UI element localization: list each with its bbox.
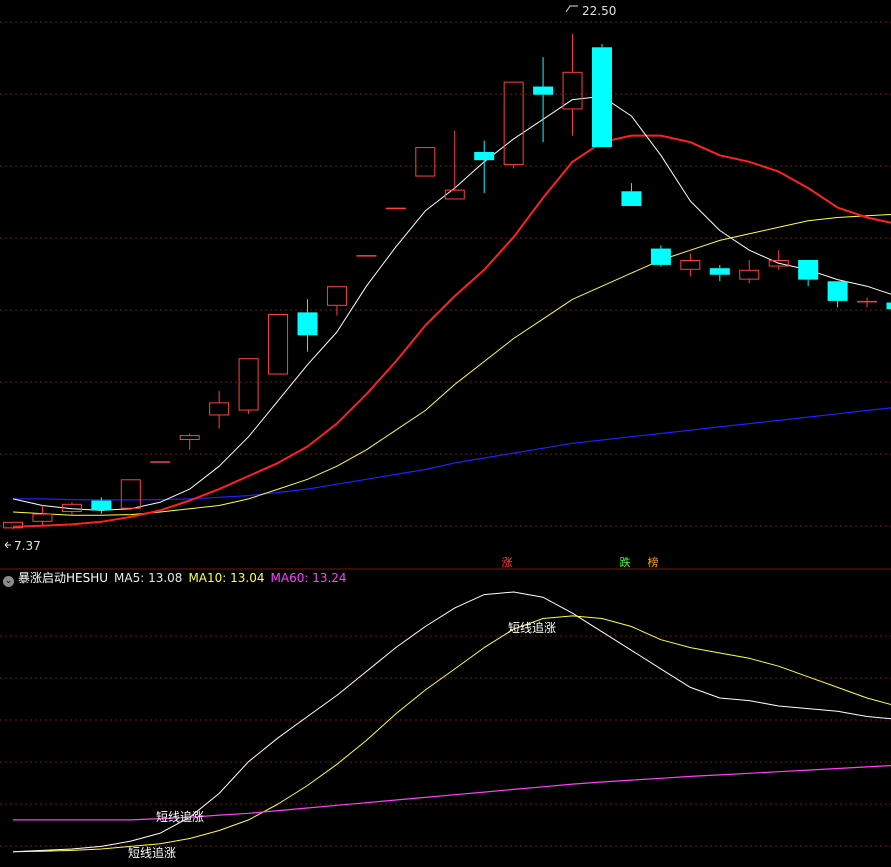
candle[interactable] bbox=[356, 255, 377, 257]
candle-body bbox=[768, 260, 789, 267]
candle[interactable] bbox=[120, 479, 141, 511]
candle[interactable] bbox=[91, 497, 112, 514]
high-price-label: 22.50 bbox=[582, 4, 616, 18]
candle-body bbox=[326, 286, 347, 306]
indicator-grid bbox=[0, 635, 891, 847]
signal-annotation: 短线追涨 bbox=[156, 809, 204, 824]
candle-body bbox=[739, 269, 760, 280]
candle-body bbox=[621, 191, 642, 206]
candle-body bbox=[533, 86, 554, 95]
candle[interactable] bbox=[768, 250, 789, 270]
candle[interactable] bbox=[61, 502, 82, 516]
indicator-lines bbox=[12, 591, 891, 853]
rise-tag[interactable]: 涨 bbox=[501, 556, 513, 569]
candle[interactable] bbox=[268, 314, 289, 375]
candle-body bbox=[592, 47, 612, 148]
candle[interactable] bbox=[709, 264, 730, 282]
low-price-label: 7.37 bbox=[14, 539, 41, 553]
candle-body bbox=[415, 147, 436, 177]
candle[interactable] bbox=[326, 286, 347, 316]
candle[interactable] bbox=[238, 358, 259, 414]
ranking-tag[interactable]: 榜 bbox=[647, 556, 659, 569]
ma-long-line bbox=[12, 213, 891, 516]
candle[interactable] bbox=[415, 147, 436, 177]
candle-body bbox=[857, 300, 878, 303]
candle[interactable] bbox=[150, 461, 171, 463]
candle-body bbox=[503, 81, 524, 166]
candle[interactable] bbox=[857, 297, 878, 308]
high-pointer bbox=[565, 5, 578, 13]
indicator-line-ma5 bbox=[12, 591, 891, 853]
candle[interactable] bbox=[739, 260, 760, 283]
candle-body bbox=[150, 461, 171, 463]
candle[interactable] bbox=[798, 260, 819, 287]
price-grid bbox=[0, 21, 891, 527]
indicator-line-ma10 bbox=[12, 615, 891, 853]
candle[interactable] bbox=[533, 57, 554, 143]
candle[interactable] bbox=[886, 301, 891, 311]
candle-body bbox=[179, 435, 200, 441]
candle[interactable] bbox=[827, 281, 848, 308]
signal-annotation: 短线追涨 bbox=[128, 845, 176, 860]
candlesticks[interactable] bbox=[3, 34, 891, 530]
indicator-header: ⌄ 暴涨启动HESHU MA5: 13.08 MA10: 13.04 MA60: 13.… bbox=[0, 570, 347, 587]
candle-body bbox=[91, 500, 112, 511]
candle[interactable] bbox=[444, 130, 465, 200]
candle[interactable] bbox=[562, 34, 583, 136]
signal-annotation: 短线追涨 bbox=[508, 620, 556, 635]
ma-short-line bbox=[12, 95, 891, 511]
candle-body bbox=[356, 255, 377, 257]
candle-body bbox=[297, 312, 318, 336]
ma-slow-line bbox=[13, 407, 891, 501]
candle-body bbox=[61, 503, 82, 512]
candle[interactable] bbox=[592, 44, 612, 148]
candle-body bbox=[209, 402, 230, 416]
candle-body bbox=[474, 152, 495, 161]
moving-average-lines bbox=[12, 95, 891, 528]
candle-body bbox=[886, 302, 891, 310]
candle[interactable] bbox=[621, 183, 642, 206]
candle[interactable] bbox=[680, 253, 701, 277]
candle-body bbox=[32, 513, 53, 522]
candle-body bbox=[680, 260, 701, 270]
candle[interactable] bbox=[3, 521, 23, 530]
low-pointer bbox=[4, 541, 11, 549]
candle-body bbox=[650, 248, 671, 265]
ma5-value: MA5: 13.08 bbox=[114, 571, 183, 585]
fall-tag[interactable]: 跌 bbox=[619, 556, 631, 569]
candle[interactable] bbox=[650, 245, 671, 267]
candle-body bbox=[709, 268, 730, 275]
candle[interactable] bbox=[32, 505, 53, 526]
candle-body bbox=[827, 281, 848, 301]
candle[interactable] bbox=[474, 140, 495, 193]
indicator-name[interactable]: 暴涨启动HESHU bbox=[18, 571, 109, 585]
candle-body bbox=[444, 189, 465, 200]
chevron-down-icon[interactable]: ⌄ bbox=[3, 576, 14, 587]
candle-body bbox=[562, 71, 583, 110]
ma10-value: MA10: 13.04 bbox=[188, 571, 265, 585]
candle[interactable] bbox=[503, 81, 524, 169]
candle-body bbox=[120, 479, 141, 509]
candle[interactable] bbox=[297, 299, 318, 352]
candle-body bbox=[385, 207, 406, 210]
candle-body bbox=[238, 358, 259, 411]
candle-body bbox=[268, 314, 289, 375]
indicator-line-ma60 bbox=[13, 764, 891, 821]
ma-mid-line bbox=[12, 134, 891, 528]
candle[interactable] bbox=[385, 207, 406, 210]
candle[interactable] bbox=[179, 433, 200, 450]
candle-body bbox=[3, 521, 23, 529]
candle[interactable] bbox=[209, 390, 230, 429]
candle-body bbox=[798, 260, 819, 280]
ma60-value: MA60: 13.24 bbox=[270, 571, 347, 585]
